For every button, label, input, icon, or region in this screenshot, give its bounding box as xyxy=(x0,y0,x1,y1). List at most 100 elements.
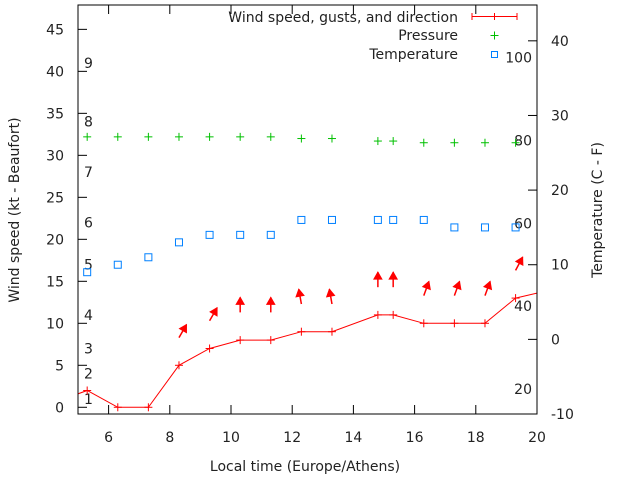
y-tick-label: 45 xyxy=(46,22,64,38)
wind-point xyxy=(236,336,245,345)
y-tick-label: 5 xyxy=(55,358,64,374)
y-tick-label: 0 xyxy=(55,400,64,416)
wind-point xyxy=(83,386,92,395)
fahrenheit-label: 100 xyxy=(505,50,532,66)
pressure-point xyxy=(511,138,520,147)
temperature-point xyxy=(205,230,214,239)
arrow-head xyxy=(265,296,276,305)
arrow-head xyxy=(373,271,383,280)
fahrenheit-label: 40 xyxy=(514,299,532,315)
wind-point xyxy=(327,327,336,336)
arrow-head xyxy=(452,280,462,291)
pressure-point xyxy=(389,137,398,146)
y-tick-label: 35 xyxy=(46,106,64,122)
pressure-point xyxy=(450,138,459,147)
wind-direction-arrow xyxy=(388,271,399,288)
temperature-point xyxy=(480,223,489,232)
wind-point xyxy=(174,361,183,370)
pressure-point xyxy=(327,134,336,143)
pressure-point xyxy=(174,132,183,141)
wind-direction-arrow xyxy=(178,323,188,338)
arrow-head xyxy=(295,288,305,298)
wind-point xyxy=(450,319,459,328)
pressure-point xyxy=(144,132,153,141)
pressure-point xyxy=(297,134,306,143)
arrow-head xyxy=(514,256,524,267)
wind-point xyxy=(419,319,428,328)
wind-direction-arrow xyxy=(514,256,524,271)
beaufort-label: 6 xyxy=(84,216,93,232)
temperature-point xyxy=(450,223,459,232)
beaufort-label: 8 xyxy=(84,115,93,131)
fahrenheit-label: 80 xyxy=(514,133,532,149)
arrow-head xyxy=(388,271,399,280)
legend-key-temperature xyxy=(491,51,498,58)
pressure-point xyxy=(373,137,382,146)
y2-tick-label: 0 xyxy=(551,332,560,348)
temperature-point xyxy=(389,215,398,224)
wind-direction-arrow xyxy=(295,288,305,305)
temperature-point xyxy=(144,253,153,262)
axes-layer: 6 8 10 12 14 16 18 20051015202530354045-1001020… xyxy=(46,5,574,446)
x-tick-label: 12 xyxy=(283,430,301,446)
x-tick-label: 18 xyxy=(467,430,485,446)
wind-point xyxy=(266,336,275,345)
beaufort-label: 3 xyxy=(84,341,93,357)
legend-label-temperature: Temperature xyxy=(368,47,458,63)
x-tick-label: 16 xyxy=(406,430,424,446)
beaufort-label: 2 xyxy=(84,367,93,383)
wind-point xyxy=(480,319,489,328)
x-tick-label: 8 xyxy=(165,430,174,446)
temperature-point xyxy=(511,223,520,232)
temperature-point xyxy=(419,215,428,224)
beaufort-label: 9 xyxy=(84,56,93,72)
arrow-head xyxy=(235,296,246,305)
pressure-point xyxy=(205,132,214,141)
y-tick-label: 40 xyxy=(46,64,64,80)
y-tick-label: 30 xyxy=(46,148,64,164)
pressure-point xyxy=(83,132,92,141)
arrow-head xyxy=(325,288,336,298)
legend: Wind speed, gusts, and direction Pressur… xyxy=(228,10,518,63)
wind-point xyxy=(205,344,214,353)
beaufort-label: 5 xyxy=(84,258,93,274)
wind-point xyxy=(144,403,153,412)
pressure-point xyxy=(419,138,428,147)
wind-direction-arrow xyxy=(265,296,276,313)
y2-tick-label: 40 xyxy=(551,34,569,50)
y-tick-label: 10 xyxy=(46,316,64,332)
y2-tick-label: -10 xyxy=(551,407,574,423)
beaufort-label: 7 xyxy=(84,165,93,181)
temperature-point xyxy=(297,215,306,224)
beaufort-label: 1 xyxy=(84,392,93,408)
temperature-point xyxy=(236,230,245,239)
y-tick-label: 25 xyxy=(46,190,64,206)
legend-key-pressure xyxy=(490,31,499,40)
wind-line xyxy=(78,292,537,408)
y2-tick-label: 10 xyxy=(551,258,569,274)
temperature-point xyxy=(266,230,275,239)
beaufort-label: 4 xyxy=(84,308,93,324)
temperature-point xyxy=(174,238,183,247)
x-tick-label: 10 xyxy=(222,430,240,446)
pressure-point xyxy=(266,132,275,141)
wind-point xyxy=(511,294,520,303)
wind-point xyxy=(113,403,122,412)
legend-key-wind xyxy=(471,13,518,20)
fahrenheit-label: 20 xyxy=(514,382,532,398)
y-tick-label: 15 xyxy=(46,274,64,290)
x-tick-label: 14 xyxy=(344,430,362,446)
wind-direction-arrow xyxy=(325,288,336,305)
temperature-point xyxy=(327,215,336,224)
wind-direction-arrow xyxy=(373,271,383,288)
legend-label-wind: Wind speed, gusts, and direction xyxy=(228,10,458,26)
temperature-point xyxy=(113,260,122,269)
data-layer xyxy=(78,132,537,412)
y2-tick-label: 30 xyxy=(551,108,569,124)
pressure-point xyxy=(113,132,122,141)
wind-point xyxy=(373,310,382,319)
arrow-head xyxy=(178,323,187,334)
pressure-point xyxy=(236,132,245,141)
wind-point xyxy=(297,327,306,336)
